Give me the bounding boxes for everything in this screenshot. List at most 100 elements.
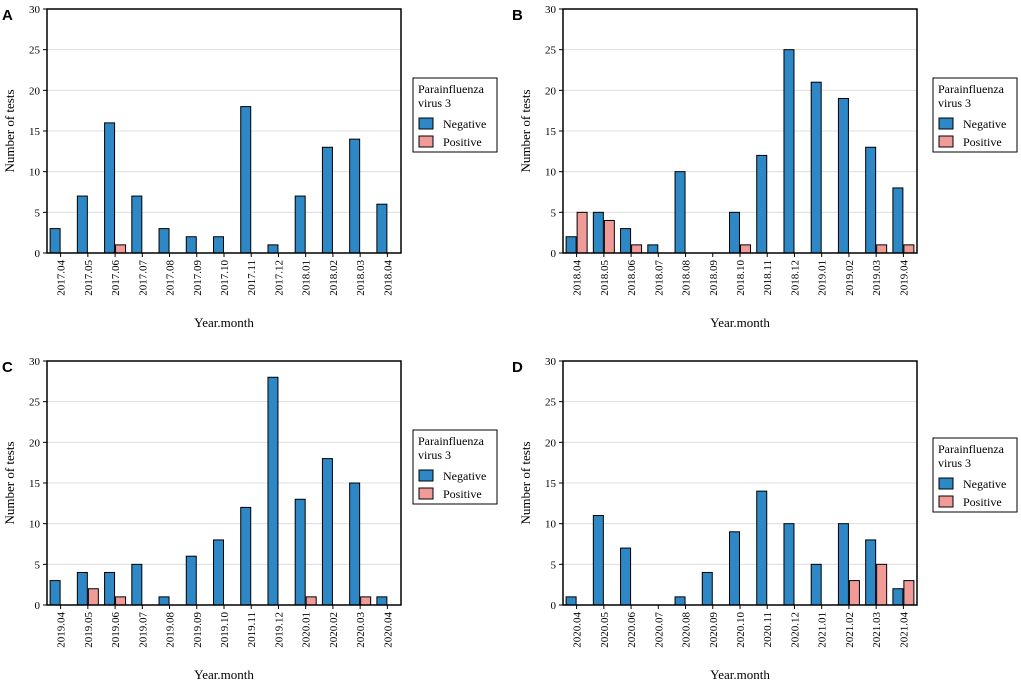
legend-box	[412, 429, 498, 505]
x-tick-label: 2018.08	[681, 260, 693, 296]
x-tick-label: 2018.02	[328, 260, 340, 296]
legend-swatch-negative	[418, 117, 434, 130]
y-tick-label: 20	[545, 437, 557, 449]
legend-title: virus 3	[938, 456, 971, 470]
bar-negative-2018.05	[592, 211, 604, 254]
legend-swatch-negative	[938, 117, 954, 130]
x-axis-title: Year.month	[710, 315, 770, 330]
bar-negative-2019.04	[49, 580, 61, 606]
bar-positive-2019.05	[87, 588, 99, 606]
bar-negative-2019.01	[810, 81, 822, 254]
bar-positive-2019.06	[115, 596, 127, 606]
x-tick-label: 2020.01	[301, 612, 313, 648]
panel-letter: B	[512, 7, 523, 24]
x-tick-label: 2021.01	[817, 612, 829, 648]
x-tick-label: 2017.09	[192, 260, 204, 296]
x-tick-label: 2020.05	[599, 612, 611, 648]
x-tick-label: 2017.12	[273, 260, 285, 296]
bar-negative-2018.07	[647, 244, 659, 254]
bar-negative-2019.09	[185, 555, 197, 606]
legend-title: Parainfluenza	[938, 442, 1005, 456]
x-tick-label: 2019.01	[817, 260, 829, 296]
bar-negative-2020.05	[592, 515, 604, 606]
x-tick-label: 2020.06	[626, 612, 638, 648]
bar-positive-2021.04	[903, 580, 915, 606]
x-tick-label: 2018.06	[626, 260, 638, 296]
x-tick-label: 2020.04	[572, 612, 584, 648]
y-tick-label: 5	[35, 207, 41, 219]
bar-negative-2020.01	[294, 498, 306, 606]
bar-positive-2017.06	[115, 244, 127, 254]
bar-positive-2021.02	[848, 580, 860, 606]
x-tick-label: 2020.12	[789, 612, 801, 648]
bar-negative-2017.12	[267, 244, 279, 254]
legend-title: virus 3	[418, 96, 451, 110]
bar-negative-2018.04	[565, 236, 577, 254]
legend-swatch-positive	[418, 135, 434, 148]
bar-negative-2018.02	[321, 146, 333, 254]
bar-negative-2020.04	[565, 596, 577, 606]
y-tick-label: 0	[551, 248, 557, 260]
legend-label-negative: Negative	[443, 117, 486, 131]
y-axis-title: Number of tests	[518, 89, 533, 172]
x-tick-label: 2021.02	[844, 612, 856, 648]
x-tick-label: 2019.10	[219, 612, 231, 648]
y-tick-label: 5	[551, 559, 557, 571]
y-tick-label: 10	[545, 519, 557, 531]
y-tick-label: 15	[29, 478, 41, 490]
bar-negative-2021.01	[810, 563, 822, 606]
bar-negative-2018.06	[620, 228, 632, 254]
bar-positive-2019.04	[903, 244, 915, 254]
x-tick-label: 2020.02	[328, 612, 340, 648]
y-tick-label: 30	[29, 4, 41, 16]
bar-negative-2017.09	[185, 236, 197, 254]
x-axis-title: Year.month	[194, 315, 254, 330]
x-tick-label: 2017.08	[165, 260, 177, 296]
y-tick-label: 10	[29, 167, 41, 179]
legend-swatch-positive	[418, 487, 434, 500]
x-tick-label: 2019.08	[165, 612, 177, 648]
x-tick-label: 2020.09	[708, 612, 720, 648]
bar-negative-2019.03	[865, 146, 877, 254]
x-tick-label: 2018.04	[382, 260, 394, 296]
x-tick-label: 2018.12	[789, 260, 801, 296]
bar-negative-2018.08	[674, 171, 686, 254]
x-axis-title: Year.month	[194, 667, 254, 680]
bar-positive-2020.03	[360, 596, 372, 606]
x-tick-label: 2019.09	[192, 612, 204, 648]
bar-negative-2021.04	[892, 588, 904, 606]
bar-negative-2017.06	[104, 122, 116, 254]
legend-label-positive: Positive	[963, 495, 1002, 509]
bar-positive-2021.03	[876, 563, 888, 606]
chart-panel-d: D 0 5 10 15 20 25 30 2020.04 2020.05 2020.06 2020.0…	[512, 356, 1018, 680]
y-tick-label: 15	[545, 126, 557, 138]
legend-title: Parainfluenza	[418, 82, 485, 96]
bar-negative-2021.03	[865, 539, 877, 606]
y-tick-label: 25	[545, 397, 557, 409]
x-tick-label: 2020.08	[681, 612, 693, 648]
x-tick-label: 2017.10	[219, 260, 231, 296]
y-axis-title: Number of tests	[518, 441, 533, 524]
x-tick-label: 2020.10	[735, 612, 747, 648]
x-tick-label: 2019.04	[898, 260, 910, 296]
y-tick-label: 30	[29, 356, 41, 368]
bar-positive-2018.05	[603, 219, 615, 254]
bar-negative-2019.02	[837, 97, 849, 254]
bar-positive-2018.06	[631, 244, 643, 254]
bar-negative-2017.10	[213, 236, 224, 254]
legend-label-negative: Negative	[963, 477, 1006, 491]
bar-negative-2020.11	[756, 490, 768, 606]
bar-negative-2018.12	[783, 49, 795, 254]
bar-negative-2020.08	[674, 596, 686, 606]
x-tick-label: 2017.04	[56, 260, 68, 296]
y-tick-label: 25	[29, 397, 41, 409]
bar-negative-2017.07	[131, 195, 143, 254]
x-tick-label: 2017.05	[83, 260, 95, 296]
bar-negative-2019.12	[267, 376, 279, 606]
y-tick-label: 0	[35, 600, 41, 612]
bar-positive-2018.10	[740, 244, 751, 254]
bar-negative-2018.03	[349, 138, 361, 254]
x-tick-label: 2018.10	[735, 260, 747, 296]
x-tick-label: 2018.11	[762, 260, 774, 295]
